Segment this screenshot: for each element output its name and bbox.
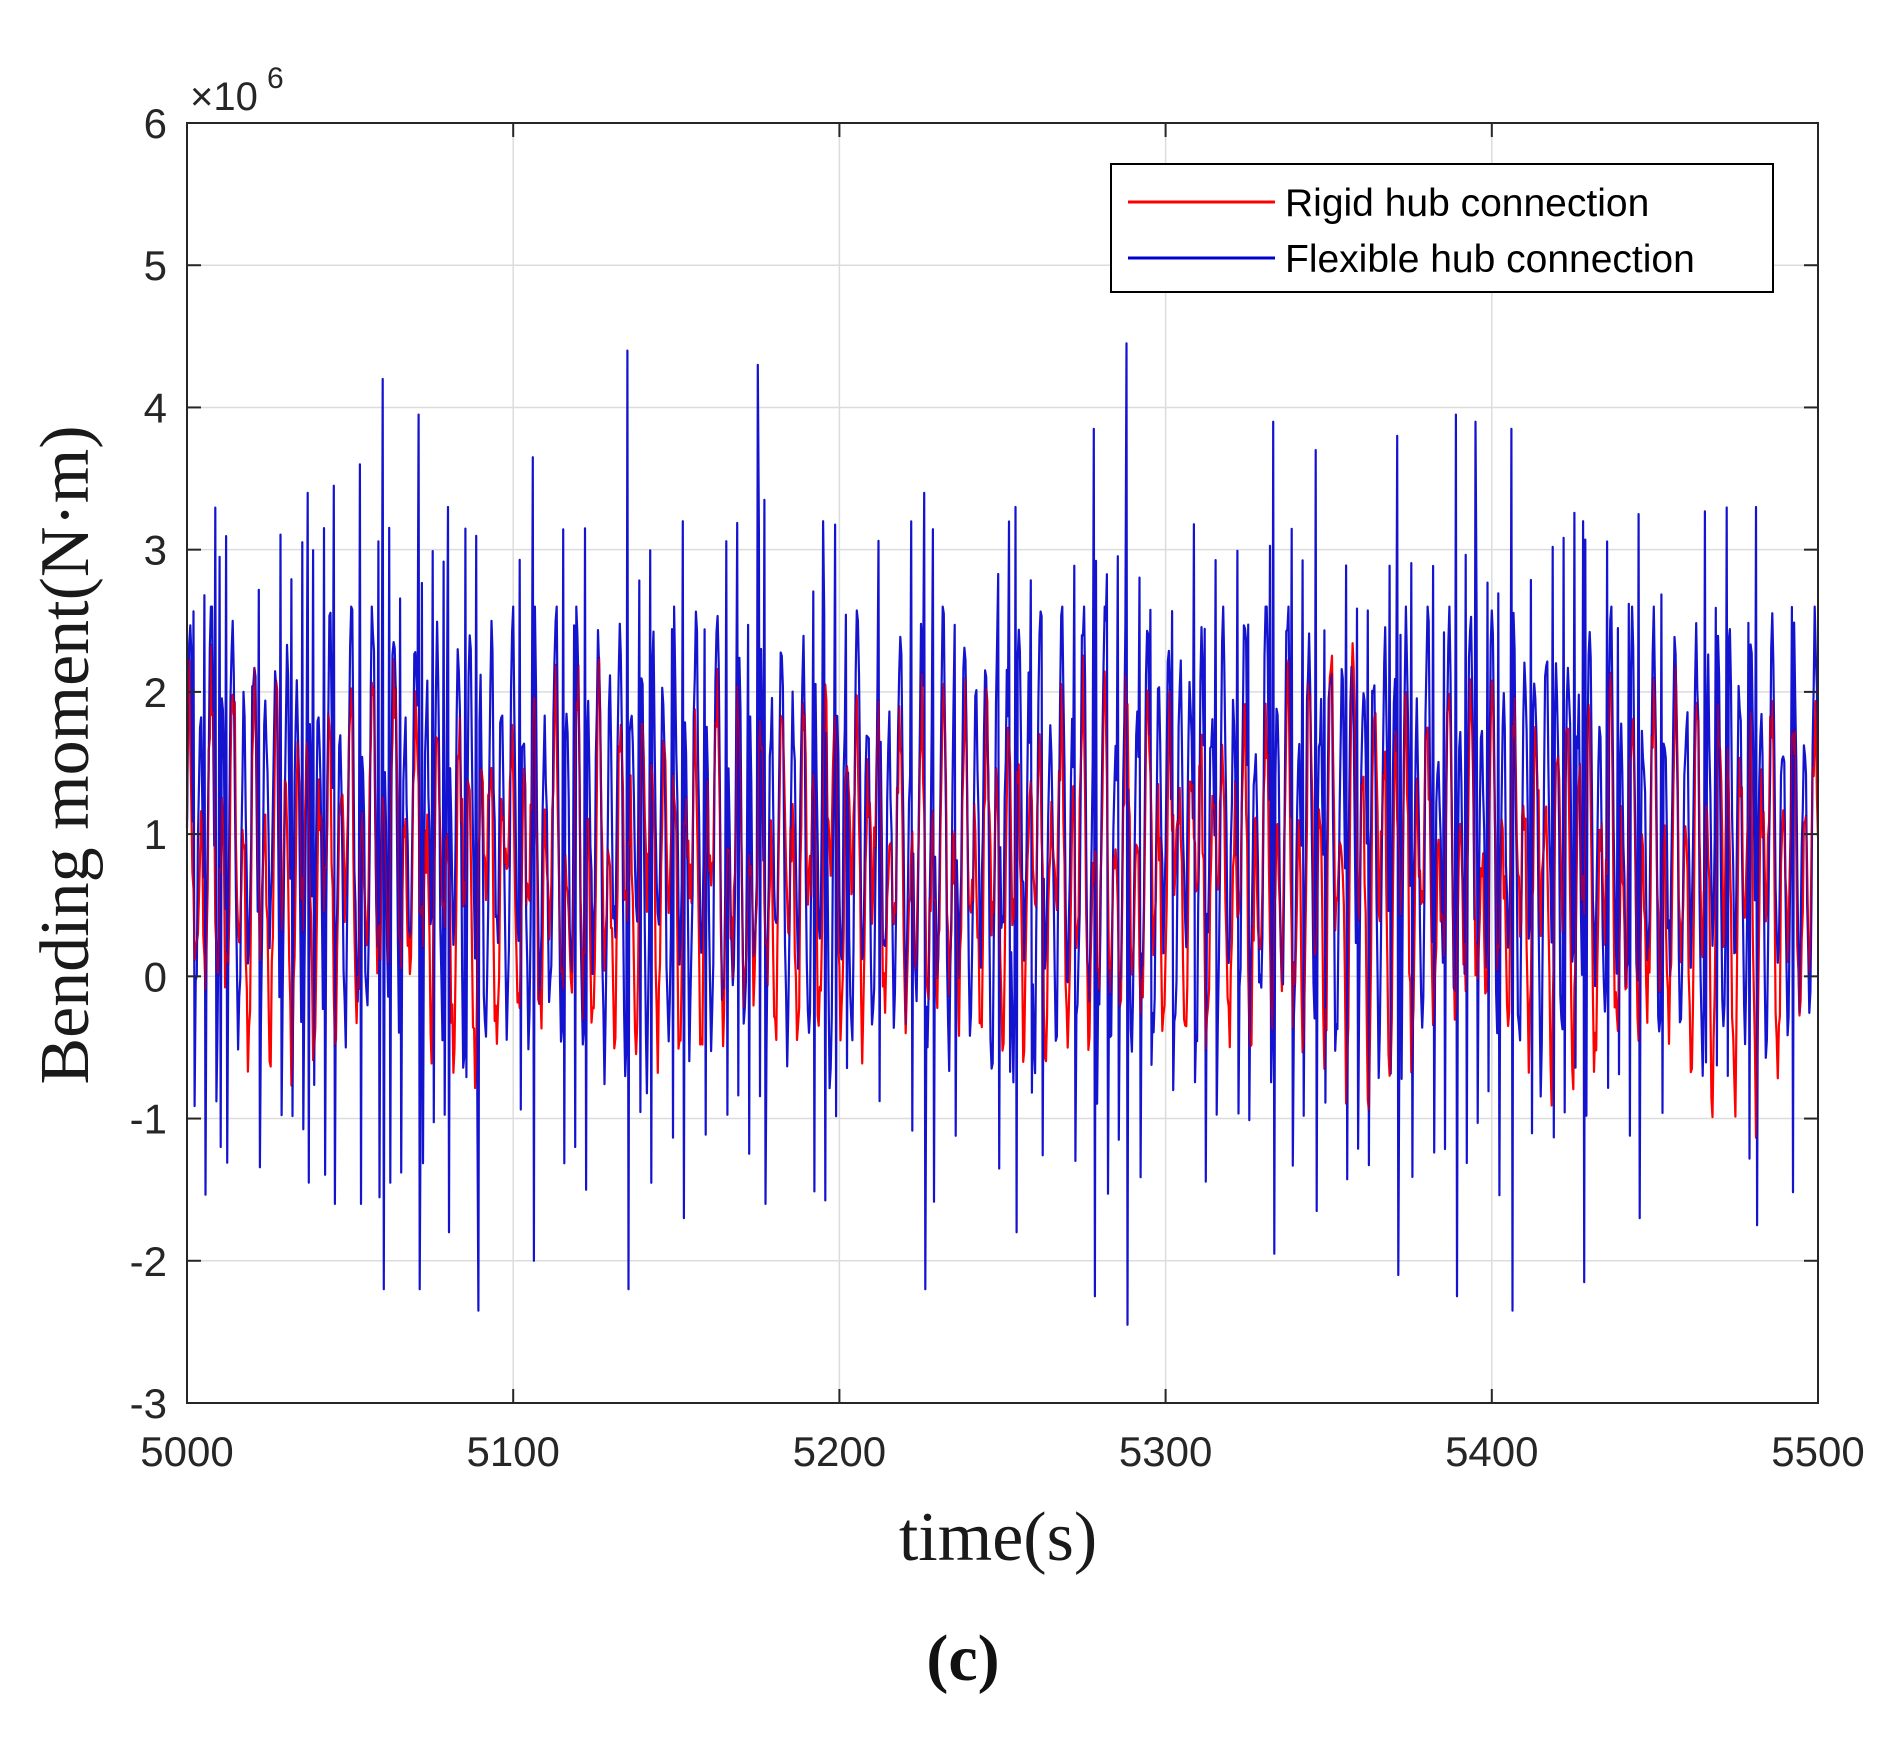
x-tick-label: 5200 [793,1428,886,1475]
x-tick-label: 5300 [1119,1428,1212,1475]
series-line-rigid-overlay [186,643,1819,1138]
y-tick-label: 4 [144,384,167,431]
plot-area-frame [186,122,1819,1404]
y-axis-label: Bending moment(N·m) [27,425,104,1084]
y-tick-label: 6 [144,100,167,147]
legend-label-rigid: Rigid hub connection [1285,182,1649,225]
y-tick-label: -3 [130,1380,167,1427]
axes [186,122,1819,1404]
y-tick-label: -2 [130,1238,167,1285]
plot-series [185,342,1820,1326]
y-tick-label: 5 [144,242,167,289]
series-line-flexible [185,342,1820,1326]
x-tick-label: 5000 [140,1428,233,1475]
panel-label: (c) [926,1622,999,1695]
x-tick-label: 5500 [1771,1428,1864,1475]
y-tick-label: 2 [144,669,167,716]
legend-box [1110,163,1774,293]
y-tick-label: 1 [144,811,167,858]
y-exponent-base: ×10 [190,75,258,119]
y-exponent: ×10 6 [190,62,284,119]
x-tick-label: 5400 [1445,1428,1538,1475]
x-tick-label: 5100 [466,1428,559,1475]
legend-label-flexible: Flexible hub connection [1285,238,1695,281]
y-tick-label: 3 [144,527,167,574]
y-exponent-power: 6 [267,62,284,95]
tick-labels: 5000 5100 5200 5300 5400 5500 -3 -2 -1 0 1 2 3 4 5 6 [130,100,1865,1475]
x-axis-label: time(s) [899,1499,1097,1576]
legend: Rigid hub connection Flexible hub connec… [1110,163,1774,293]
y-tick-label: 0 [144,953,167,1000]
y-tick-label: -1 [130,1096,167,1143]
